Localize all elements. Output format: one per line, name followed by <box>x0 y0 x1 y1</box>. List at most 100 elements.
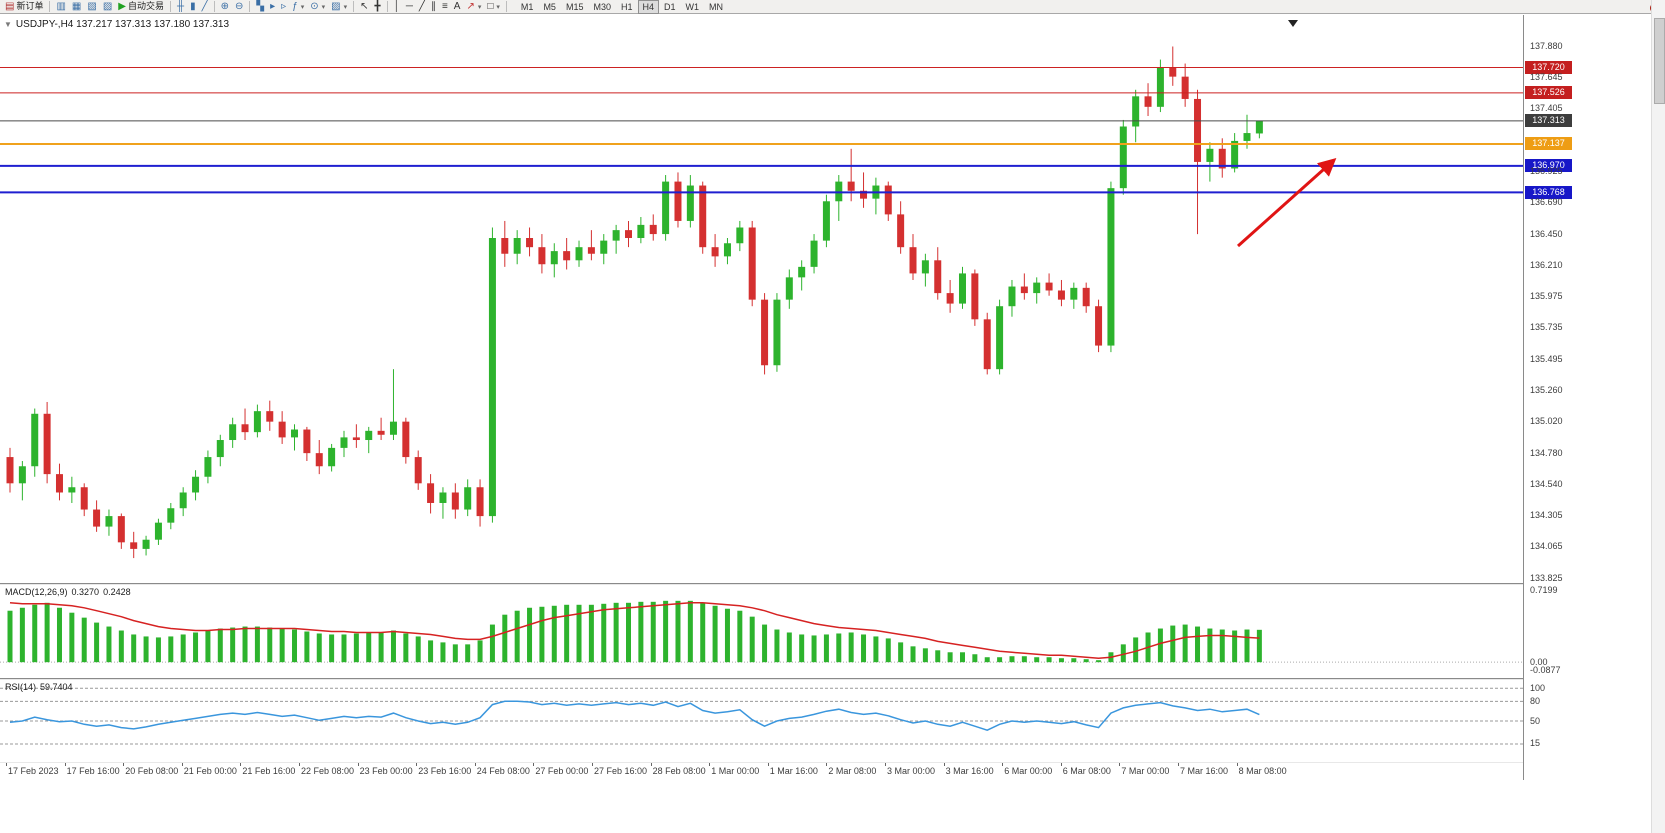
price-tick-label: 136.690 <box>1530 197 1563 208</box>
rsi-value: 59.7404 <box>40 682 73 692</box>
time-axis-label: 27 Feb 16:00 <box>594 766 648 776</box>
zoom-out-icon[interactable]: ⊖ <box>232 0 246 13</box>
time-axis-label: 22 Feb 08:00 <box>301 766 355 776</box>
time-tick <box>123 763 125 766</box>
arrows-icon[interactable]: ↗ ▾ <box>463 0 484 13</box>
timeframe-D1[interactable]: D1 <box>664 1 676 12</box>
candlestick-chart-icon[interactable]: ▮ <box>187 0 199 13</box>
scrollbar-thumb[interactable] <box>1654 18 1665 104</box>
autotrade-button[interactable]: ▶ 自动交易 <box>115 0 167 13</box>
channel-icon[interactable]: ∥ <box>428 0 439 13</box>
macd-signal-line <box>9 602 1260 659</box>
price-tick-label: 137.645 <box>1530 71 1563 82</box>
pane-divider <box>0 762 1665 763</box>
time-tick <box>64 763 66 766</box>
macd-scale-label: 0.7199 <box>1530 585 1558 596</box>
timeframe-M30[interactable]: M30 <box>593 1 611 12</box>
timeframe-MN[interactable]: MN <box>709 1 724 12</box>
indicators-icon[interactable]: ƒ ▾ <box>289 0 307 13</box>
pane-divider[interactable] <box>0 678 1665 680</box>
zoom-out-icon: ⊖ <box>235 1 244 12</box>
candlesticks <box>6 46 1263 559</box>
chevron-down-icon: ▾ <box>477 3 482 11</box>
templates-icon[interactable]: ▨ ▾ <box>328 0 350 13</box>
timeframe-H4[interactable]: H4 <box>637 0 660 14</box>
text-icon[interactable]: A <box>451 0 464 13</box>
time-axis-label: 24 Feb 08:00 <box>476 766 530 776</box>
chevron-down-icon: ▾ <box>343 3 348 11</box>
time-axis-label: 6 Mar 08:00 <box>1062 766 1111 776</box>
chevron-down-icon: ▾ <box>321 3 326 11</box>
periods-icon[interactable]: ⊙ ▾ <box>307 0 328 13</box>
toolbar-separator <box>213 1 215 12</box>
zoom-in-icon[interactable]: ⊕ <box>218 0 232 13</box>
time-axis-label: 2 Mar 08:00 <box>828 766 877 776</box>
time-tick <box>357 763 359 766</box>
toolbar-buttons: ▤ 新订单 ▥ ▦ ▧ ▨ ▶ 自动交易 ╫ ▮ ╱ ⊕ ⊖ ▚ ▸ ▹ ƒ ▾ ⊙ ▾ ▨ ▾ ↖ ╋ │ ─ ╱ ∥ ≡ A ↗ ▾ □ ▾ <box>2 0 510 14</box>
navigator-icon[interactable]: ▧ <box>84 0 99 13</box>
toolbar-separator <box>386 1 388 12</box>
timeframe-M15[interactable]: M15 <box>565 1 584 12</box>
cursor-icon[interactable]: ↖ <box>357 0 371 13</box>
new-order-button-label: 新订单 <box>16 1 44 11</box>
timeframe-M1[interactable]: M1 <box>520 1 534 12</box>
auto-scroll-icon: ▸ <box>270 1 276 12</box>
market-watch-icon: ▥ <box>56 1 66 12</box>
horizontal-line-icon[interactable]: ─ <box>403 0 416 13</box>
price-tick-label: 136.925 <box>1530 166 1563 177</box>
price-tick-label: 136.210 <box>1530 260 1563 271</box>
timeframe-M5[interactable]: M5 <box>543 1 556 12</box>
pane-divider[interactable] <box>0 583 1665 585</box>
price-badge-136.768: 136.768 <box>1525 185 1572 199</box>
arrows-icon: ↗ <box>466 1 475 12</box>
time-tick <box>1002 763 1004 766</box>
chart-shift-marker-icon[interactable] <box>1288 20 1298 27</box>
toolbar: ▤ 新订单 ▥ ▦ ▧ ▨ ▶ 自动交易 ╫ ▮ ╱ ⊕ ⊖ ▚ ▸ ▹ ƒ ▾ ⊙ ▾ ▨ ▾ ↖ ╋ │ ─ ╱ ∥ ≡ A ↗ ▾ □ ▾ … <box>0 0 1665 14</box>
time-axis-label: 23 Feb 16:00 <box>418 766 472 776</box>
timeframe-H1[interactable]: H1 <box>620 1 633 12</box>
time-axis-label: 20 Feb 08:00 <box>125 766 179 776</box>
shapes-icon[interactable]: □ ▾ <box>484 0 503 13</box>
time-axis-label: 1 Mar 16:00 <box>769 766 818 776</box>
trend-arrow[interactable] <box>1236 157 1337 248</box>
rsi-scale-label: 15 <box>1530 738 1541 749</box>
market-watch-icon[interactable]: ▥ <box>53 0 68 13</box>
terminal-icon[interactable]: ▨ <box>100 0 115 13</box>
time-axis-label: 1 Mar 00:00 <box>711 766 760 776</box>
chart-shift-icon[interactable]: ▹ <box>278 0 289 13</box>
vertical-scrollbar[interactable] <box>1651 0 1665 833</box>
macd-histogram <box>7 600 1262 663</box>
trendline-icon[interactable]: ╱ <box>416 0 428 13</box>
new-order-button[interactable]: ▤ 新订单 <box>2 0 46 13</box>
time-tick <box>943 763 945 766</box>
vertical-line-icon[interactable]: │ <box>391 0 403 13</box>
price-tick-label: 135.735 <box>1530 322 1563 333</box>
rsi-chart <box>0 687 1523 745</box>
fibonacci-icon[interactable]: ≡ <box>439 0 451 13</box>
time-axis-label: 21 Feb 00:00 <box>183 766 237 776</box>
time-tick <box>416 763 418 766</box>
new-order-icon: ▤ <box>5 1 15 12</box>
time-axis-label: 27 Feb 00:00 <box>535 766 589 776</box>
chevron-down-icon: ▾ <box>300 3 305 11</box>
time-axis-label: 8 Mar 08:00 <box>1238 766 1287 776</box>
timeframe-W1[interactable]: W1 <box>685 1 700 12</box>
data-window-icon[interactable]: ▦ <box>69 0 84 13</box>
line-chart-icon[interactable]: ╱ <box>199 0 211 13</box>
horizontal-line-icon: ─ <box>405 1 413 12</box>
time-axis-label: 23 Feb 00:00 <box>359 766 413 776</box>
auto-scroll-icon[interactable]: ▸ <box>267 0 278 13</box>
navigator-icon: ▧ <box>87 1 97 12</box>
tile-windows-icon[interactable]: ▚ <box>253 0 267 13</box>
time-axis: 17 Feb 2023 17 Feb 16:00 20 Feb 08:00 21 Fe… <box>0 763 1523 780</box>
price-tick-label: 134.305 <box>1530 509 1563 520</box>
candlestick-chart-icon: ▮ <box>190 1 196 12</box>
time-tick <box>650 763 652 766</box>
crosshair-icon[interactable]: ╋ <box>372 0 384 13</box>
collapse-triangle-icon[interactable]: ▼ <box>4 20 12 29</box>
bar-chart-icon[interactable]: ╫ <box>174 0 187 13</box>
vertical-line-icon: │ <box>393 1 400 12</box>
toolbar-separator <box>249 1 251 12</box>
crosshair-icon: ╋ <box>374 1 381 12</box>
